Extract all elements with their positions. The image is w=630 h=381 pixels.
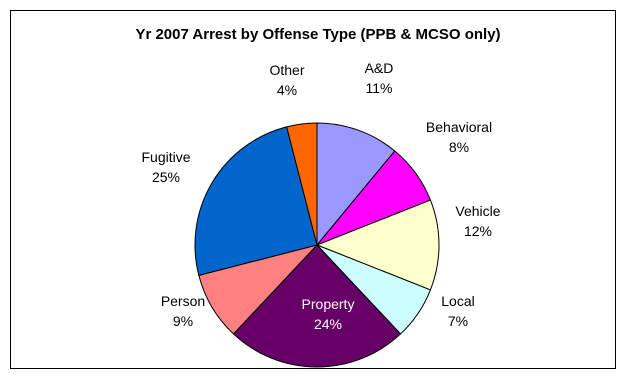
- slice-name-label: Fugitive: [141, 149, 190, 165]
- slice-percent-label: 9%: [173, 313, 193, 329]
- pie-slice-property: [232, 244, 402, 368]
- slice-percent-label: 11%: [366, 80, 393, 96]
- slice-percent-label: 4%: [277, 82, 297, 98]
- slice-name-label: Local: [441, 293, 474, 309]
- slice-name-label: Behavioral: [426, 119, 492, 135]
- slice-percent-label: 12%: [464, 223, 492, 239]
- pie-slice-other: [286, 122, 318, 246]
- slice-name-label: A&D: [365, 60, 394, 76]
- slice-percent-label: 8%: [449, 139, 469, 155]
- chart-title: Yr 2007 Arrest by Offense Type (PPB & MC…: [135, 26, 500, 43]
- pie-slice-fugitive: [194, 126, 318, 276]
- slice-name-label: Vehicle: [455, 203, 500, 219]
- slice-percent-label: 7%: [448, 313, 468, 329]
- pie-slice-a-d: [316, 122, 396, 247]
- slice-percent-label: 25%: [152, 169, 180, 185]
- slice-percent-label: 24%: [314, 316, 342, 332]
- pie-slice-vehicle: [315, 199, 440, 291]
- slice-name-label: Property: [302, 296, 355, 312]
- slice-name-label: Other: [269, 62, 304, 78]
- slice-name-label: Person: [161, 293, 205, 309]
